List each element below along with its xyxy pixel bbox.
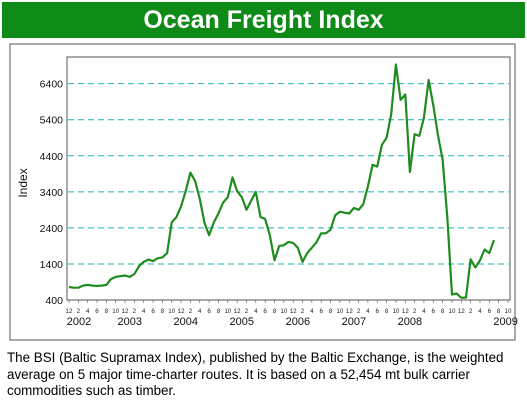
month-tick-label: 10	[112, 308, 119, 315]
caption-text: The BSI (Baltic Supramax Index), publish…	[7, 350, 504, 398]
month-tick-label: 6	[151, 308, 155, 315]
series-line	[68, 63, 496, 299]
data-series	[68, 63, 496, 299]
month-tick-label: 2	[189, 308, 193, 315]
month-tick-label: 12	[122, 308, 129, 315]
month-tick-label: 10	[392, 308, 399, 315]
month-tick-label: 8	[161, 308, 165, 315]
month-tick-label: 2	[357, 308, 361, 315]
y-tick-label: 400	[45, 295, 63, 307]
month-tick-label: 10	[280, 308, 287, 315]
y-tick-label: 4400	[40, 151, 64, 163]
y-tick-label: 1400	[40, 259, 64, 271]
month-tick-label: 4	[310, 308, 314, 315]
y-tick-label: 5400	[40, 115, 64, 127]
plot-area	[66, 56, 511, 301]
month-tick-label: 4	[366, 308, 370, 315]
month-tick-label: 10	[449, 308, 456, 315]
month-tick-label: 10	[224, 308, 231, 315]
y-axis-label: Index	[16, 168, 30, 197]
month-tick-label: 2	[301, 308, 305, 315]
year-tick-label: 2009	[493, 316, 517, 328]
year-tick-label: 2003	[117, 316, 141, 328]
month-tick-label: 10	[168, 308, 175, 315]
month-tick-label: 4	[86, 308, 90, 315]
month-tick-label: 10	[336, 308, 343, 315]
month-tick-label: 4	[422, 308, 426, 315]
month-tick-label: 12	[458, 308, 465, 315]
month-tick-label: 10	[505, 308, 512, 315]
year-tick-label: 2005	[230, 316, 254, 328]
month-tick-label: 12	[290, 308, 297, 315]
month-tick-label: 8	[441, 308, 445, 315]
month-tick-label: 2	[413, 308, 417, 315]
month-tick-label: 6	[319, 308, 323, 315]
month-tick-label: 2	[133, 308, 137, 315]
year-tick-label: 2006	[286, 316, 310, 328]
month-tick-label: 2	[469, 308, 473, 315]
month-tick-label: 4	[254, 308, 258, 315]
year-tick-label: 2002	[67, 316, 91, 328]
month-tick-label: 6	[263, 308, 267, 315]
month-tick-label: 4	[478, 308, 482, 315]
y-tick-labels: 400 1400 2400 3400 4400 5400 6400	[40, 79, 64, 307]
month-tick-label: 8	[273, 308, 277, 315]
month-tick-label: 6	[432, 308, 436, 315]
chart-title-banner: Ocean Freight Index	[2, 2, 525, 38]
year-tick-label: 2008	[398, 316, 422, 328]
month-tick-label: 6	[95, 308, 99, 315]
month-tick-label: 8	[329, 308, 333, 315]
month-tick-label: 8	[497, 308, 501, 315]
year-tick-label: 2007	[342, 316, 366, 328]
month-tick-label: 12	[66, 308, 73, 315]
month-tick-label: 6	[207, 308, 211, 315]
month-tick-label: 2	[245, 308, 249, 315]
year-tick-label: 2004	[174, 316, 198, 328]
month-tick-label: 12	[402, 308, 409, 315]
month-tick-label: 6	[488, 308, 492, 315]
month-tick-label: 12	[346, 308, 353, 315]
month-tick-label: 12	[178, 308, 185, 315]
month-tick-label: 8	[105, 308, 109, 315]
month-tick-label: 2	[77, 308, 81, 315]
month-tick-label: 8	[217, 308, 221, 315]
y-tick-label: 2400	[40, 223, 64, 235]
month-tick-label: 4	[198, 308, 202, 315]
month-tick-label: 8	[385, 308, 389, 315]
month-tick-label: 6	[376, 308, 380, 315]
y-tick-label: 6400	[40, 79, 64, 91]
x-tick-labels: 12 2 4 6 8 10 12 2 4 6 8 10 12 2 4 6 8 10 12 2 4 6 8 10 12 2 4 6 8 10…	[66, 300, 518, 328]
month-tick-label: 12	[234, 308, 241, 315]
y-tick-label: 3400	[40, 187, 64, 199]
month-tick-label: 4	[142, 308, 146, 315]
